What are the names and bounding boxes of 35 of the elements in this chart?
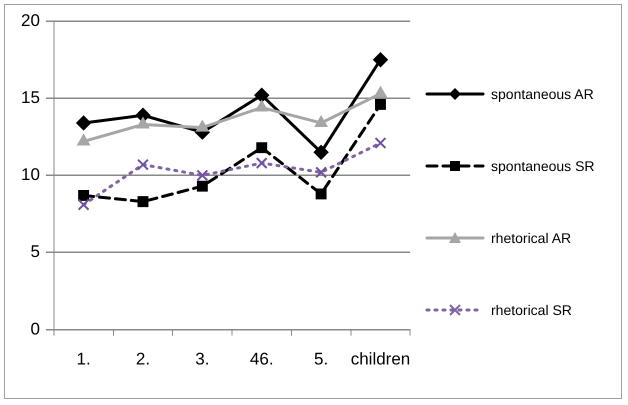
point [316,188,327,200]
point [374,137,386,149]
x-tick-label: 46. [250,349,274,368]
x-tick-label: 3. [195,349,210,368]
point [76,115,92,130]
point [374,86,388,98]
point [254,88,270,103]
point [372,52,388,68]
y-tick-label: 20 [20,10,40,30]
point [196,169,208,182]
y-tick-label: 0 [30,319,40,338]
y-tick-label: 10 [20,165,40,184]
point [78,190,90,201]
point [78,198,90,211]
point [196,120,209,132]
legend-label: rhetorical SR [491,302,572,318]
legend-label: spontaneous SR [491,158,595,174]
point [256,142,268,154]
point [256,157,268,170]
legend-label: spontaneous AR [491,86,594,102]
point [137,158,149,171]
point [314,144,329,160]
x-tick-label: children [350,349,410,368]
x-tick-label: 5. [314,349,328,368]
point [255,100,268,112]
y-tick-label: 15 [20,88,40,107]
legend-label: rhetorical AR [491,230,572,246]
y-tick-label: 5 [30,242,40,262]
point [138,196,148,208]
point [196,180,208,192]
point [315,166,328,178]
x-tick-label: 1. [76,349,91,368]
point [375,99,386,110]
x-tick-label: 2. [136,349,150,368]
point [136,117,150,129]
